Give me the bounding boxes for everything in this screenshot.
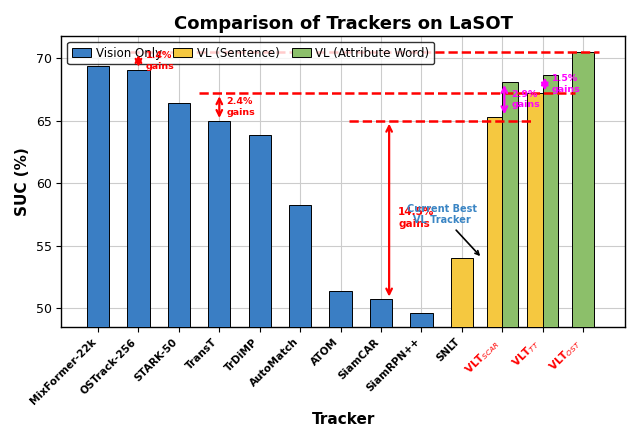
Text: 1.4%
gains: 1.4% gains xyxy=(146,51,175,71)
Bar xyxy=(127,70,150,442)
Bar xyxy=(168,103,190,442)
Bar xyxy=(87,66,109,442)
Bar xyxy=(330,291,352,442)
Text: 14.5%
gains: 14.5% gains xyxy=(398,207,435,229)
Bar xyxy=(289,205,311,442)
Text: 2.4%
gains: 2.4% gains xyxy=(227,97,255,117)
Bar xyxy=(248,135,271,442)
Y-axis label: SUC (%): SUC (%) xyxy=(15,147,30,216)
Text: Current Best
VL Tracker: Current Best VL Tracker xyxy=(406,204,479,255)
Bar xyxy=(370,299,392,442)
Text: 1.5%
gains: 1.5% gains xyxy=(552,74,580,94)
Bar xyxy=(208,121,230,442)
Bar xyxy=(410,313,433,442)
Bar xyxy=(487,117,502,442)
Bar xyxy=(527,93,543,442)
Text: 2.9%
gains: 2.9% gains xyxy=(511,90,540,109)
Title: Comparison of Trackers on LaSOT: Comparison of Trackers on LaSOT xyxy=(173,15,513,33)
Legend: Vision Only, VL (Sentence), VL (Attribute Word): Vision Only, VL (Sentence), VL (Attribut… xyxy=(67,42,434,64)
Bar xyxy=(572,52,595,442)
Bar xyxy=(502,82,518,442)
Bar xyxy=(451,258,473,442)
X-axis label: Tracker: Tracker xyxy=(312,412,375,427)
Bar xyxy=(543,75,558,442)
